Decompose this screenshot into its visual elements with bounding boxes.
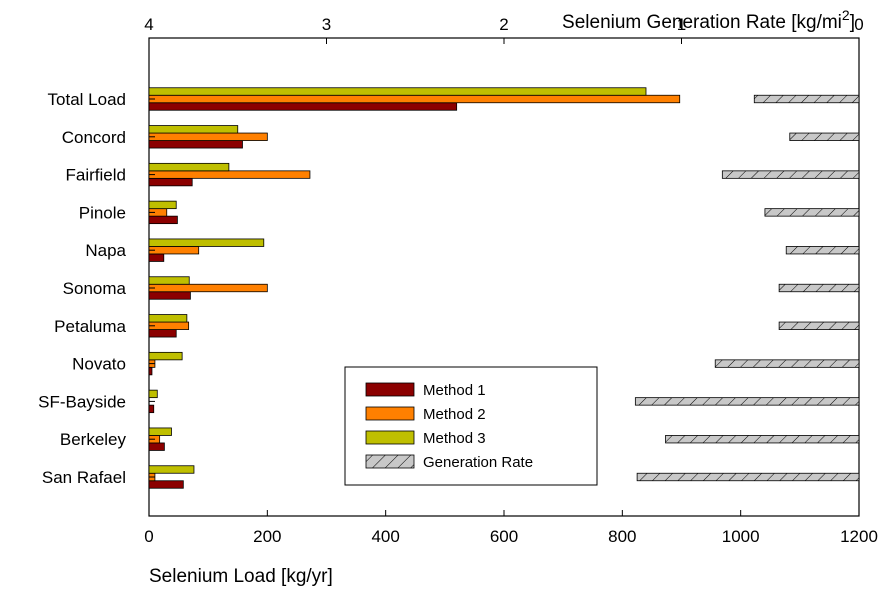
category-label-pinole: Pinole: [79, 203, 126, 222]
bar-method-3-napa: [148, 238, 265, 247]
category-label-san-rafael: San Rafael: [42, 468, 126, 487]
bar-generation-rate-pinole: [764, 208, 860, 217]
legend: Method 1 Method 2 Method 3 Generation Rate: [344, 366, 598, 486]
category-label-petaluma: Petaluma: [54, 317, 126, 336]
top-axis-title-main: Selenium Generation Rate [kg/mi: [562, 12, 842, 33]
bar-method-2-napa: [148, 246, 200, 255]
bar-method-1-napa: [148, 253, 165, 262]
bar-method-3-sonoma: [148, 276, 190, 285]
legend-swatch-generation-rate: [365, 454, 415, 469]
category-label-novato: Novato: [72, 355, 126, 374]
bar-method-1-novato: [148, 366, 153, 376]
x-tick-label-800: 800: [608, 527, 636, 546]
bar-generation-rate-sonoma: [778, 283, 860, 293]
bar-method-3-sf-bayside: [148, 389, 158, 399]
bar-method-3-petaluma: [148, 314, 188, 323]
bar-method-1-san-rafael: [148, 480, 184, 489]
bar-generation-rate-novato: [714, 359, 860, 368]
bar-method-3-novato: [148, 351, 183, 361]
bar-method-2-concord: [148, 132, 268, 141]
bar-method-1-sonoma: [148, 291, 191, 300]
top-axis: 4 3 2 1 0: [144, 15, 864, 44]
top-axis-title-sup: 2: [842, 7, 850, 23]
legend-label-method-1: Method 1: [423, 382, 486, 399]
bottom-axis: 0 200 400 600 800 1000 1200: [144, 510, 878, 546]
bar-method-1-sf-bayside: [148, 404, 155, 414]
bar-method-1-total-load: [148, 102, 458, 111]
x-tick-label-600: 600: [490, 527, 518, 546]
category-label-total-load: Total Load: [48, 90, 126, 109]
bar-method-3-concord: [148, 125, 239, 134]
legend-label-method-2: Method 2: [423, 406, 486, 423]
bar-method-1-berkeley: [148, 442, 165, 451]
x-tick-label-0: 0: [144, 527, 153, 546]
top-tick-label-0: 0: [854, 15, 863, 34]
bar-method-3-berkeley: [148, 427, 172, 436]
legend-swatch-method-1: [365, 382, 415, 397]
top-axis-title: Selenium Generation Rate [kg/mi2]: [562, 7, 855, 33]
bar-method-2-fairfield: [148, 170, 311, 179]
x-tick-label-400: 400: [371, 527, 399, 546]
bar-method-3-fairfield: [148, 162, 230, 172]
top-axis-title-end: ]: [850, 12, 855, 33]
category-label-berkeley: Berkeley: [60, 430, 127, 449]
bar-generation-rate-sf-bayside: [634, 397, 860, 406]
bar-generation-rate-fairfield: [721, 170, 860, 179]
legend-swatch-method-2: [365, 406, 415, 421]
bar-generation-rate-concord: [789, 132, 860, 141]
top-tick-label-2: 2: [499, 15, 508, 34]
category-label-sf-bayside: SF-Bayside: [38, 392, 126, 411]
top-tick-label-3: 3: [322, 15, 331, 34]
x-tick-label-200: 200: [253, 527, 281, 546]
category-label-concord: Concord: [62, 128, 126, 147]
x-tick-label-1200: 1200: [840, 527, 878, 546]
x-axis-title: Selenium Load [kg/yr]: [149, 566, 333, 587]
bar-method-1-concord: [148, 140, 243, 149]
category-labels: Total Load Concord Fairfield Pinole Napa Sono…: [38, 90, 155, 487]
bar-generation-rate-total-load: [753, 94, 860, 104]
top-tick-label-1: 1: [677, 15, 686, 34]
bar-method-3-pinole: [148, 200, 177, 210]
x-tick-label-1000: 1000: [722, 527, 760, 546]
category-label-napa: Napa: [85, 241, 126, 260]
bar-generation-rate-san-rafael: [636, 472, 860, 482]
bar-method-3-total-load: [148, 87, 647, 96]
top-tick-label-4: 4: [144, 15, 153, 34]
category-label-sonoma: Sonoma: [63, 279, 127, 298]
bar-method-3-san-rafael: [148, 465, 195, 474]
legend-swatch-method-3: [365, 430, 415, 445]
bar-method-1-pinole: [148, 215, 178, 225]
legend-label-generation-rate: Generation Rate: [423, 454, 533, 471]
bar-generation-rate-napa: [785, 246, 860, 255]
bar-group: [148, 87, 860, 489]
bar-method-2-sonoma: [148, 283, 268, 293]
legend-label-method-3: Method 3: [423, 430, 486, 447]
bar-method-1-petaluma: [148, 329, 177, 338]
bar-generation-rate-berkeley: [665, 435, 860, 444]
bar-method-2-total-load: [148, 94, 681, 104]
category-label-fairfield: Fairfield: [66, 166, 126, 185]
bar-generation-rate-petaluma: [778, 321, 860, 330]
bar-method-1-fairfield: [148, 177, 193, 187]
